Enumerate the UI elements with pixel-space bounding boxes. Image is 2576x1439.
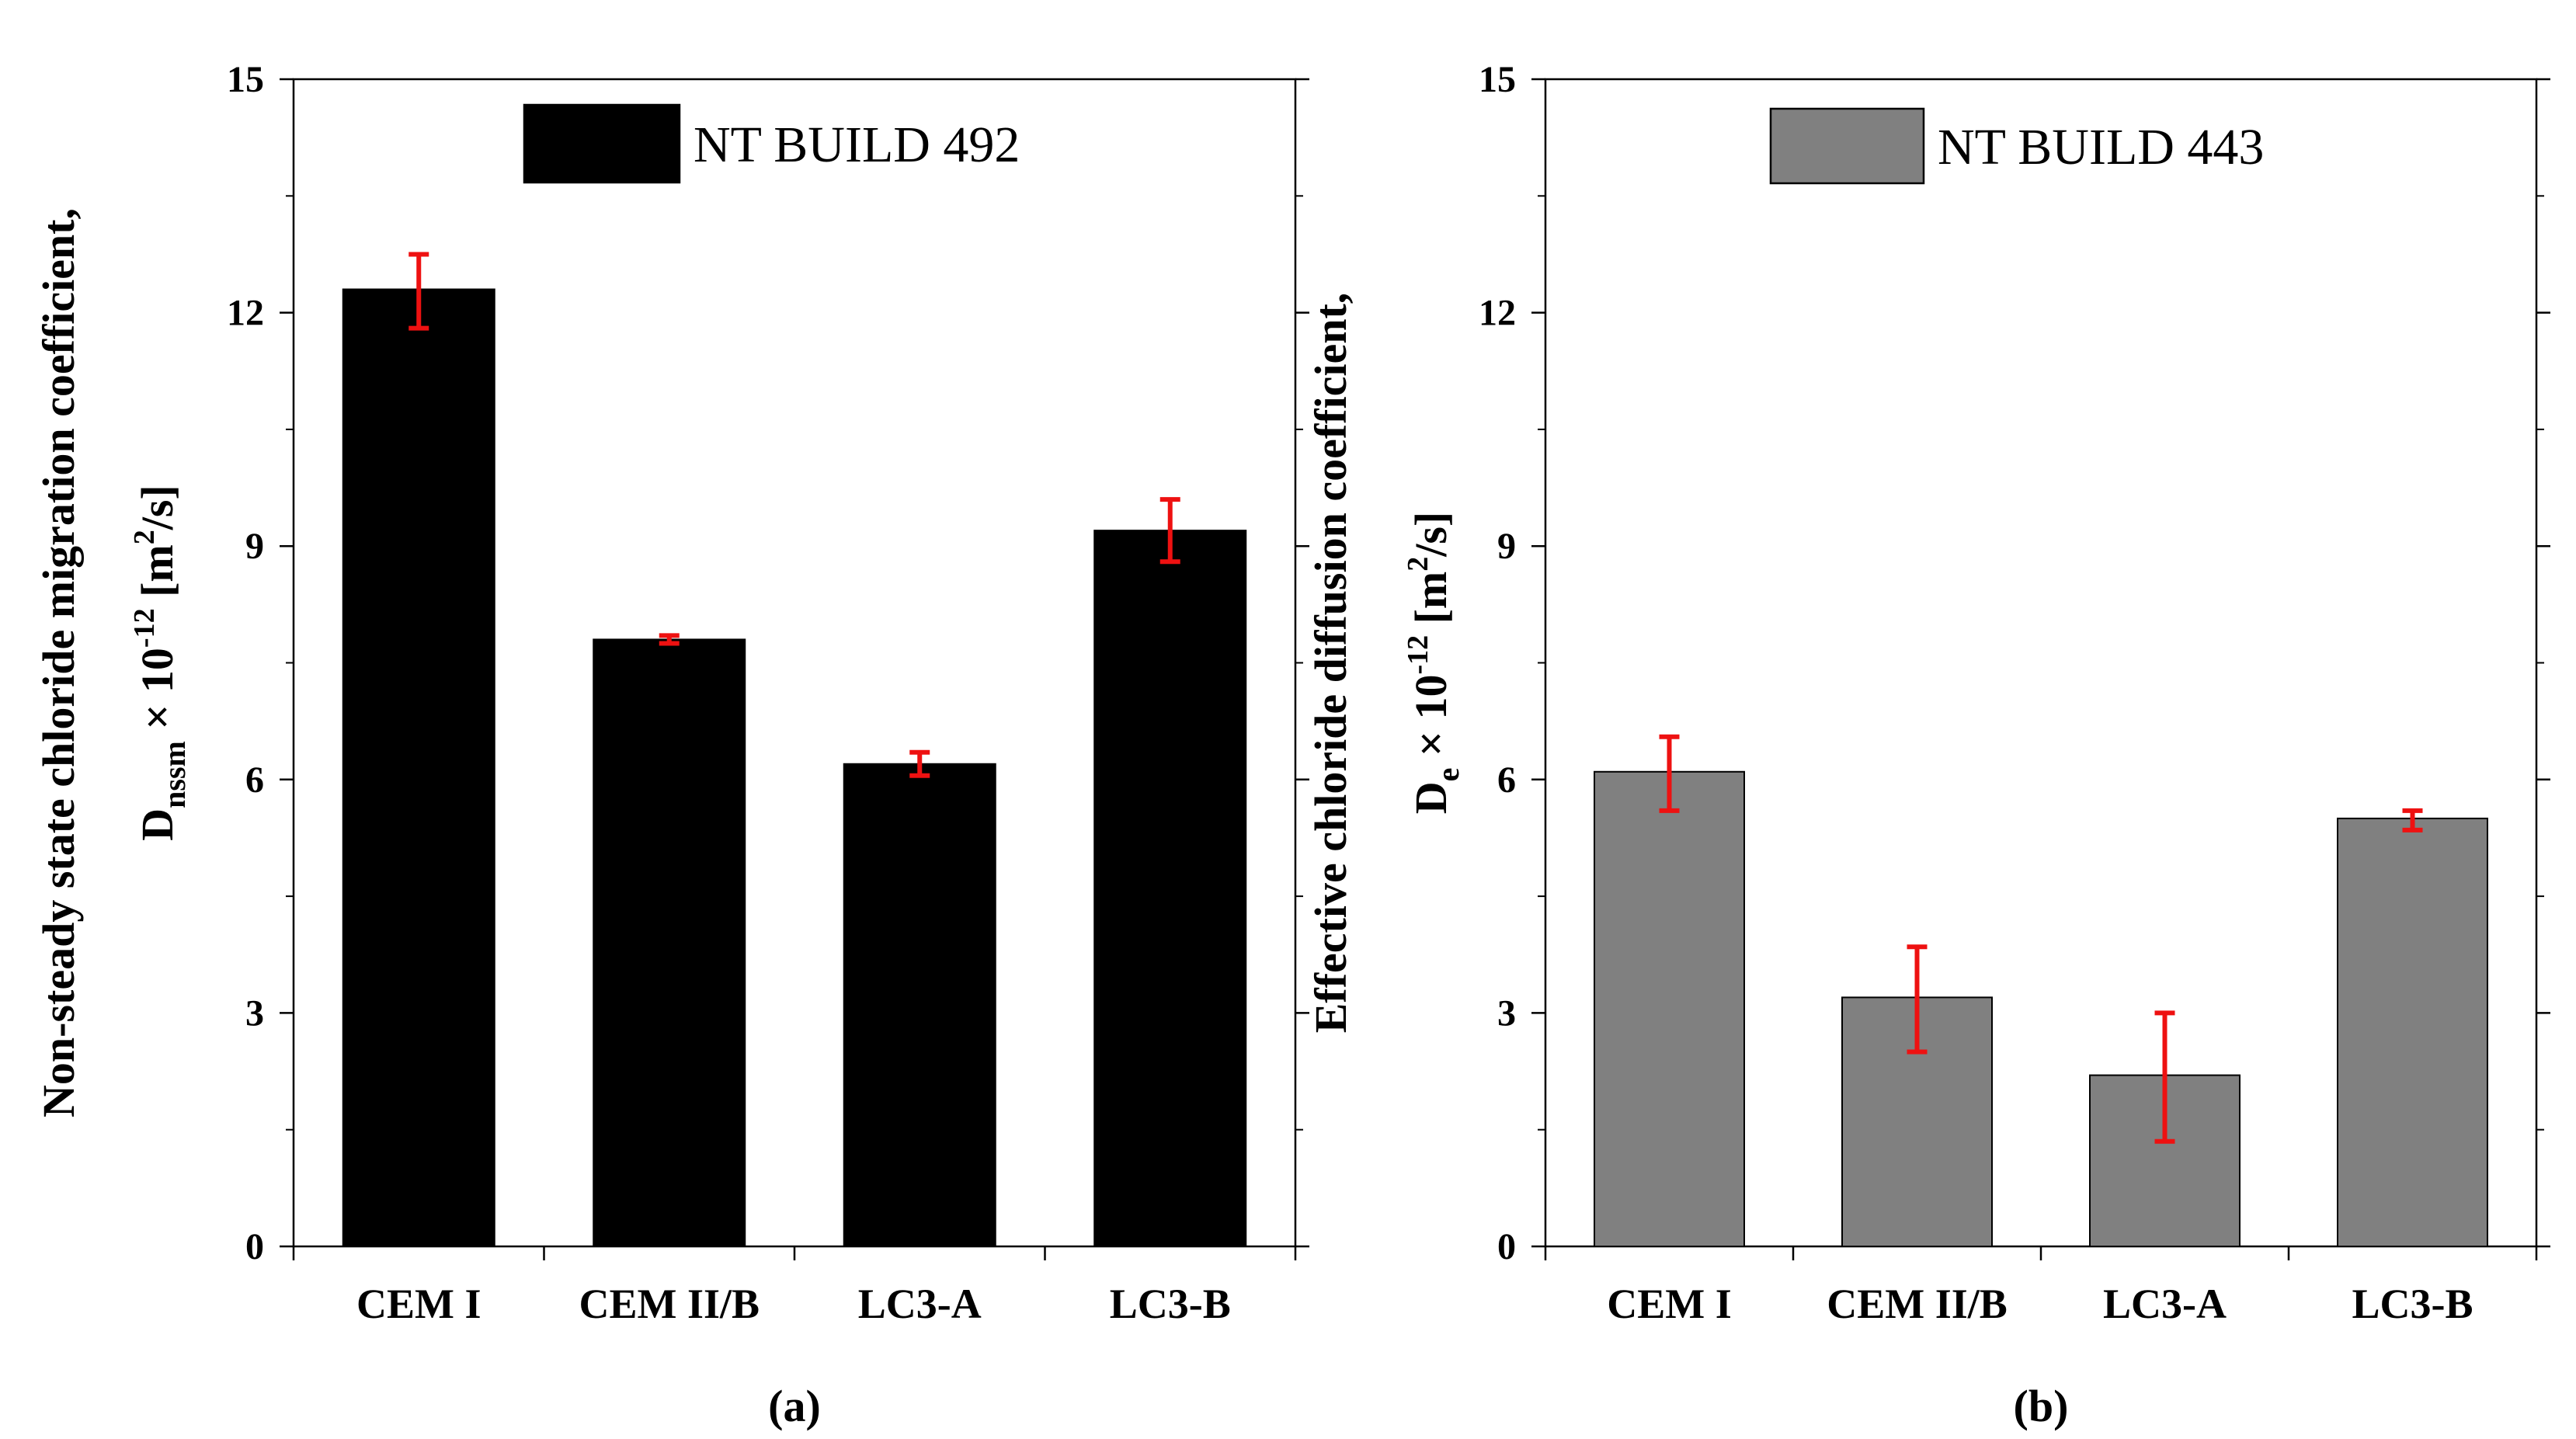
y-tick-label: 0 (245, 1226, 264, 1267)
ylabel-subscript: nssm (157, 741, 192, 808)
y-tick-label: 6 (245, 759, 264, 801)
ylabel-unit-exponent: 2 (128, 530, 161, 544)
x-tick-label: LC3-A (2103, 1281, 2227, 1327)
y-axis-label-line2: De × 10-12 [m2/s] (1402, 512, 1465, 815)
y-axis-label-line2: Dnssm × 10-12 [m2/s] (128, 485, 192, 840)
x-tick-label: CEM I (1607, 1281, 1732, 1327)
bar (843, 763, 996, 1247)
error-bar (2154, 1010, 2175, 1144)
bar (342, 288, 495, 1247)
error-bar (1159, 497, 1180, 565)
ylabel-exponent: -12 (128, 608, 161, 648)
chart-panel-a: 0 3 6 9 12 15 CEM I CEM II/B LC3-A LC3-B NT BUILD … (33, 59, 1309, 1431)
y-tick-label: 12 (1479, 293, 1516, 334)
y-axis-label-line1: Effective chloride diffusion coefficient… (1305, 293, 1356, 1034)
legend-label: NT BUILD 492 (694, 116, 1020, 173)
panel-label: (a) (768, 1381, 821, 1431)
bar (1594, 770, 1745, 1247)
error-bar (2402, 808, 2423, 832)
error-bar (909, 749, 930, 778)
x-tick-label: CEM II/B (1827, 1281, 2008, 1327)
y-tick-label: 3 (1497, 992, 1516, 1034)
ylabel-unit: [m (132, 544, 183, 608)
legend-label: NT BUILD 443 (1938, 119, 2264, 176)
x-tick-label: LC3-B (1110, 1281, 1231, 1327)
legend-swatch (523, 103, 681, 184)
bar (2337, 817, 2488, 1247)
ylabel-unit: [m (1406, 572, 1456, 635)
legend-swatch (1769, 107, 1925, 185)
error-bar (1659, 734, 1680, 813)
bar (593, 638, 746, 1247)
ylabel-subscript: e (1431, 768, 1465, 782)
error-bar (408, 252, 429, 331)
x-tick-label: LC3-A (858, 1281, 982, 1327)
y-tick-label: 12 (227, 293, 264, 334)
ylabel-unit-end: /s] (1406, 512, 1456, 558)
x-tick-label: CEM II/B (579, 1281, 760, 1327)
ylabel-scale: × 10 (1406, 675, 1456, 768)
ylabel-unit-exponent: 2 (1402, 557, 1434, 572)
chart-panel-b: 0 3 6 9 12 15 CEM I CEM II/B LC3-A LC3-B NT BUILD … (1305, 59, 2550, 1431)
y-tick-label: 0 (1497, 1226, 1516, 1267)
ylabel-symbol: D (132, 808, 183, 841)
y-tick-label: 15 (1479, 59, 1516, 100)
ylabel-symbol: D (1406, 781, 1456, 814)
ylabel-exponent: -12 (1402, 635, 1434, 675)
x-tick-label: LC3-B (2352, 1281, 2473, 1327)
panel-label: (b) (2014, 1381, 2069, 1431)
y-tick-label: 6 (1497, 759, 1516, 801)
y-axis-label-line1: Non-steady state chloride migration coef… (33, 208, 84, 1117)
error-bar (1907, 944, 1928, 1055)
y-tick-label: 9 (1497, 526, 1516, 567)
y-tick-label: 9 (245, 526, 264, 567)
error-bar (659, 633, 680, 646)
y-tick-label: 15 (227, 59, 264, 100)
y-tick-label: 3 (245, 992, 264, 1034)
ylabel-unit-end: /s] (132, 485, 183, 530)
ylabel-scale: × 10 (132, 648, 183, 741)
bar (1093, 530, 1247, 1247)
x-tick-label: CEM I (356, 1281, 481, 1327)
